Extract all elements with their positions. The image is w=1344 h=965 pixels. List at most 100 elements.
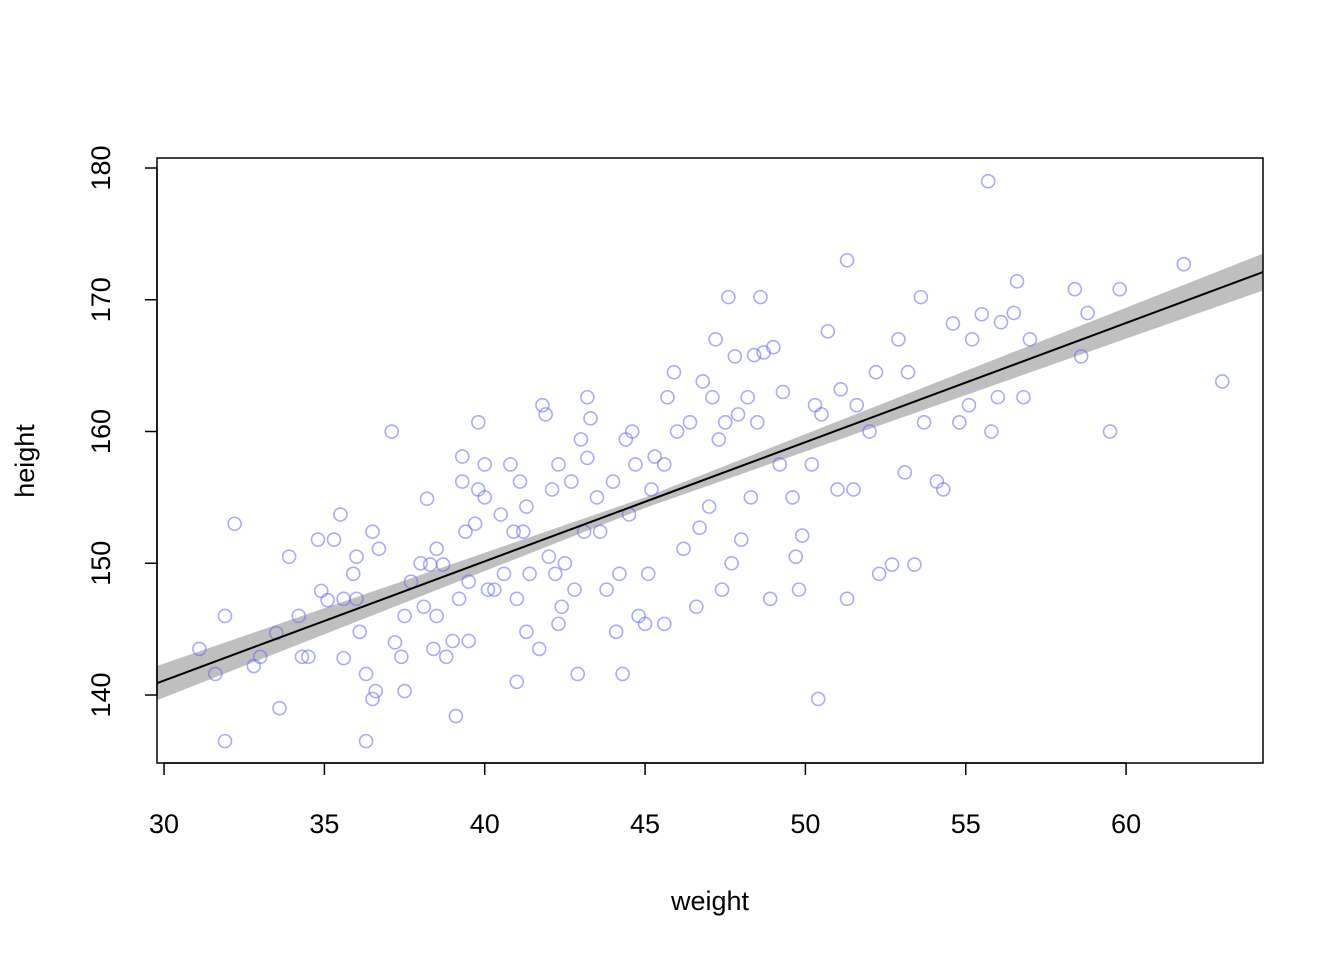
data-point [580,389,595,405]
data-point [647,449,662,464]
data-point [413,555,428,571]
data-point [352,624,367,640]
data-point [714,582,730,597]
data-point [794,528,810,543]
data-point [272,700,287,716]
data-point [814,407,829,422]
x-axis-label: weight [670,886,750,916]
data-point [833,382,848,397]
data-point [907,557,922,572]
data-point [1214,374,1230,389]
data-point [891,331,906,347]
data-point [461,574,476,590]
data-point [785,490,800,505]
data-point [554,599,569,615]
data-point [551,616,566,632]
data-point [467,516,483,532]
data-point [810,691,826,707]
data-point [358,733,374,749]
data-point [724,555,739,571]
data-point [1022,331,1038,347]
data-point [849,397,865,413]
data-point [589,490,605,505]
data-point [701,499,717,514]
data-point [749,414,765,430]
data-point [333,507,348,522]
data-point [990,389,1006,405]
y-tick-label: 160 [86,409,116,454]
data-point [676,541,691,557]
data-point [682,414,698,430]
data-point [496,566,512,582]
data-point [705,389,720,405]
data-point [477,457,493,472]
x-tick-label: 35 [309,809,339,839]
data-point [730,407,746,422]
data-point [397,608,412,624]
data-point [192,641,207,657]
data-point [365,691,380,707]
data-point [310,532,326,547]
data-point [708,331,723,347]
data-point [1009,274,1025,289]
data-point [448,708,464,724]
data-point [493,507,509,522]
data-point [451,591,467,607]
data-point [570,666,586,682]
data-point [961,397,977,413]
fit-line [156,271,1264,685]
data-point [1006,305,1022,321]
data-point [426,641,441,657]
data-point [608,624,624,640]
data-point [830,482,845,497]
data-point [547,566,563,582]
data-point [984,424,999,439]
data-point [301,649,316,665]
data-point [503,457,518,472]
data-point [509,591,525,607]
data-point [640,566,656,582]
data-point [461,633,476,649]
data-point [217,733,233,749]
data-point [281,549,297,564]
data-point [615,666,630,682]
data-point [580,450,595,466]
data-point [884,557,900,572]
x-tick-label: 40 [470,809,500,839]
data-point [695,374,711,389]
data-point [349,591,364,607]
data-point [320,592,335,608]
y-axis-label: height [10,424,40,498]
data-point [839,252,855,268]
data-point [294,649,310,665]
data-point [557,555,573,571]
data-point [791,582,807,597]
data-point [477,490,493,505]
data-point [358,666,374,682]
data-point [1102,424,1118,439]
data-point [637,616,653,632]
data-point [592,524,608,539]
data-point [628,457,643,472]
data-point [429,541,444,557]
data-point [772,457,788,472]
data-point [1112,281,1127,297]
data-point [512,474,528,489]
data-point [804,457,820,472]
data-point [727,349,743,364]
data-point [368,683,383,699]
data-point [487,582,502,597]
data-point [980,173,996,189]
data-point [762,591,778,607]
data-point [422,557,438,572]
data-point [775,384,791,400]
data-point [419,491,435,507]
data-point [660,389,675,405]
data-point [509,674,525,690]
data-point [365,524,380,539]
data-point [871,566,887,582]
data-point [692,520,707,535]
data-point [945,316,961,331]
data-point [519,624,534,640]
